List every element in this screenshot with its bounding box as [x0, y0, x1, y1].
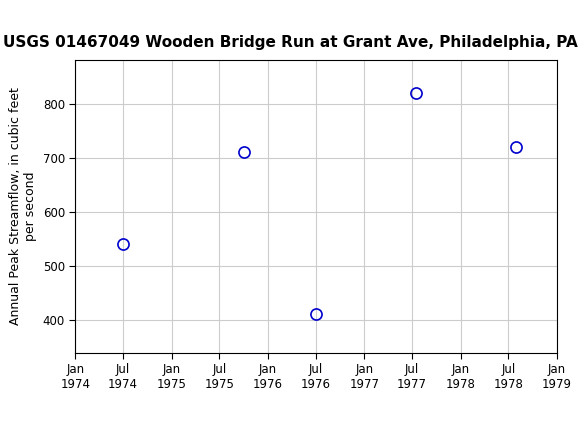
- Y-axis label: Annual Peak Streamflow, in cubic feet
per second: Annual Peak Streamflow, in cubic feet pe…: [9, 87, 37, 326]
- Text: ≡USGS: ≡USGS: [3, 12, 61, 31]
- Text: USGS 01467049 Wooden Bridge Run at Grant Ave, Philadelphia, PA: USGS 01467049 Wooden Bridge Run at Grant…: [3, 36, 577, 50]
